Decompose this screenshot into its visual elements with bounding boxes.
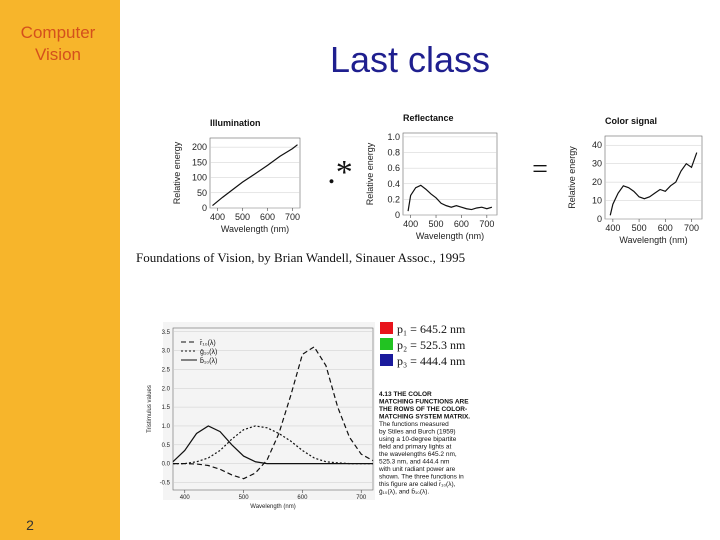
y-axis-label: Tristimulus values <box>147 385 153 433</box>
y-axis-label: Relative energy <box>172 141 182 204</box>
y-tick-label: 30 <box>592 159 602 169</box>
x-tick-label: 500 <box>632 223 647 233</box>
caption-heading: THE ROWS OF THE COLOR- <box>379 406 467 413</box>
y-tick-label: 0.4 <box>387 179 400 189</box>
y-tick-label: 0.6 <box>387 163 400 173</box>
y-tick-label: -0.5 <box>160 480 171 486</box>
x-tick-label: 600 <box>454 219 469 229</box>
x-tick-label: 500 <box>429 219 444 229</box>
series-line <box>172 425 373 465</box>
caption-text: The functions measured <box>379 421 449 428</box>
primary-label: p₃ = 444.4 nm <box>397 354 466 368</box>
caption-text: field and primary lights at <box>379 444 451 451</box>
series-line <box>173 346 374 480</box>
y-tick-label: 0.8 <box>387 148 400 158</box>
legend-label: r̄₁₀(λ) <box>200 339 216 347</box>
y-tick-label: 50 <box>197 188 207 198</box>
caption-heading: MATCHING SYSTEM MATRIX. <box>379 414 470 421</box>
figure-panel <box>163 322 375 500</box>
series-line <box>173 425 373 465</box>
caption-heading: MATCHING FUNCTIONS ARE <box>379 399 469 406</box>
sidebar-title: Computer <box>21 23 96 42</box>
x-tick-label: 400 <box>605 223 620 233</box>
x-tick-label: 700 <box>285 212 300 222</box>
primary-label: p₁ = 645.2 nm <box>397 322 466 336</box>
y-tick-label: 3.0 <box>162 349 171 355</box>
caption-text: with unit radiant power are <box>378 466 456 473</box>
y-tick-label: 100 <box>192 173 207 183</box>
y-tick-label: 10 <box>592 196 602 206</box>
sidebar <box>0 0 120 540</box>
figure-title: Illumination <box>210 118 261 128</box>
x-axis-label: Wavelength (nm) <box>619 235 687 245</box>
y-tick-label: 1.0 <box>162 424 171 430</box>
x-tick-label: 600 <box>658 223 673 233</box>
y-tick-label: 2.5 <box>162 367 171 373</box>
figure-title: Color signal <box>605 116 657 126</box>
caption-text: this figure are called r̄₁₀(λ), <box>379 480 456 488</box>
y-tick-label: 40 <box>592 140 602 150</box>
sidebar-title: Vision <box>35 45 81 64</box>
y-tick-label: 0.0 <box>162 462 171 468</box>
y-tick-label: 200 <box>192 142 207 152</box>
series-line <box>609 152 698 216</box>
x-axis-label: Wavelength (nm) <box>416 231 484 241</box>
page-number: 2 <box>26 517 34 533</box>
x-tick-label: 500 <box>235 212 250 222</box>
y-tick-label: 0.2 <box>387 194 400 204</box>
legend-label: ḡ₁₀(λ) <box>200 349 217 356</box>
x-tick-label: 700 <box>356 495 367 501</box>
y-axis-label: Relative energy <box>567 146 577 209</box>
x-tick-label: 500 <box>239 495 250 501</box>
caption-text: the wavelengths 645.2 nm, <box>379 451 457 458</box>
series-line <box>212 144 298 207</box>
y-axis-label: Relative energy <box>365 142 375 205</box>
caption-text: ḡ₁₀(λ), and b̄₁₀(λ). <box>379 488 429 496</box>
caption-text: by Stiles and Burch (1959) <box>379 429 456 436</box>
x-tick-label: 400 <box>180 495 191 501</box>
x-axis-label: Wavelength (nm) <box>250 504 295 510</box>
operator: = <box>532 154 548 185</box>
legend-label: b̄₁₀(λ) <box>200 357 217 365</box>
y-tick-label: 20 <box>592 177 602 187</box>
primary-label: p₂ = 525.3 nm <box>397 338 466 352</box>
caption-text: using a 10-degree bipartite <box>379 436 457 443</box>
primary-swatch <box>380 354 393 366</box>
y-tick-label: 0 <box>202 203 207 213</box>
series-line <box>407 184 493 212</box>
y-tick-label: 2.0 <box>162 386 171 392</box>
x-tick-label: 600 <box>260 212 275 222</box>
citation: Foundations of Vision, by Brian Wandell,… <box>136 250 465 265</box>
y-tick-label: 0 <box>597 214 602 224</box>
x-tick-label: 700 <box>684 223 699 233</box>
y-tick-label: 150 <box>192 157 207 167</box>
x-tick-label: 400 <box>210 212 225 222</box>
operator: .* <box>327 154 353 191</box>
y-tick-label: 3.5 <box>162 330 171 336</box>
caption-text: shown. The three functions in <box>379 474 464 481</box>
caption-text: 525.3 nm, and 444.4 nm <box>379 459 449 466</box>
x-axis-label: Wavelength (nm) <box>221 224 289 234</box>
y-tick-label: 1.5 <box>162 405 171 411</box>
y-tick-label: 1.0 <box>387 132 400 142</box>
primary-swatch <box>380 338 393 350</box>
figure-title: Reflectance <box>403 113 454 123</box>
x-tick-label: 700 <box>479 219 494 229</box>
primary-swatch <box>380 322 393 334</box>
caption-heading: 4.13 THE COLOR <box>379 391 432 398</box>
x-tick-label: 400 <box>403 219 418 229</box>
plot-frame <box>172 327 374 491</box>
y-tick-label: 0.5 <box>162 443 171 449</box>
y-tick-label: 0 <box>395 210 400 220</box>
slide-title: Last class <box>330 39 490 80</box>
x-tick-label: 600 <box>297 495 308 501</box>
